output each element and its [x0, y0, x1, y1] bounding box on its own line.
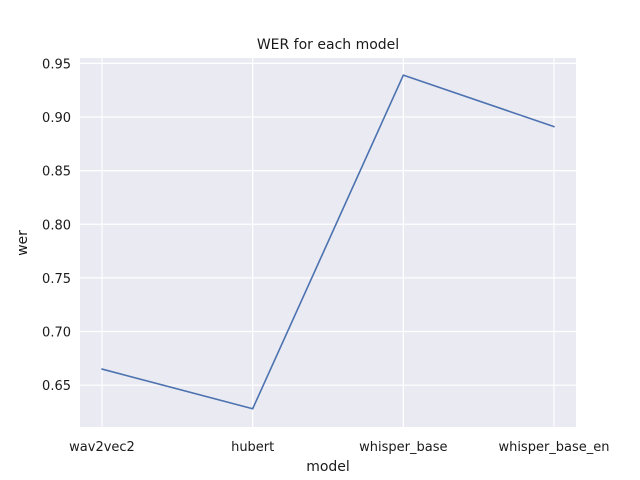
y-tick-label: 0.80: [42, 218, 71, 233]
x-tick-label: wav2vec2: [69, 440, 135, 455]
series-line: [101, 74, 555, 410]
y-axis-label: wer: [15, 230, 31, 256]
data-point: [402, 74, 405, 76]
x-tick-label: whisper_base: [359, 440, 447, 455]
data-point: [553, 125, 555, 128]
x-axis-label: model: [306, 459, 350, 475]
y-tick-label: 0.85: [42, 165, 71, 180]
series-layer: [101, 74, 555, 410]
y-tick-labels: 0.65 0.70 0.75 0.80 0.85 0.90 0.95: [42, 57, 71, 394]
x-tick-label: whisper_base_en: [498, 440, 609, 455]
chart-title: WER for each model: [257, 37, 399, 53]
y-tick-label: 0.90: [42, 111, 71, 126]
y-tick-label: 0.75: [42, 272, 71, 287]
x-tick-labels: wav2vec2 hubert whisper_base whisper_base_e…: [69, 440, 609, 455]
y-tick-label: 0.95: [42, 57, 71, 72]
data-point: [101, 368, 103, 370]
y-tick-label: 0.65: [42, 379, 71, 394]
y-tick-label: 0.70: [42, 326, 71, 341]
data-point: [251, 407, 254, 410]
x-tick-label: hubert: [231, 440, 274, 455]
grid-lines: [80, 58, 576, 427]
